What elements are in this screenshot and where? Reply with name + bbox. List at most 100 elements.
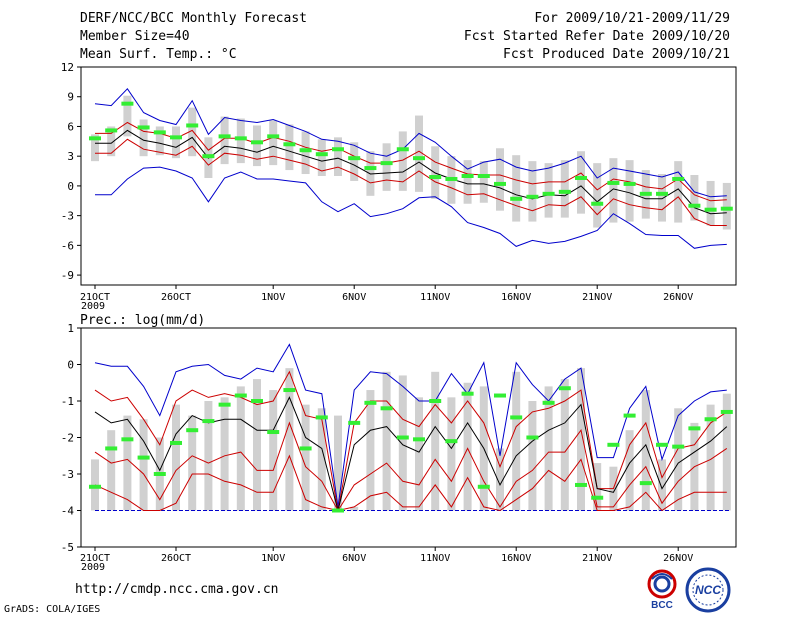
prec-observed-mark (607, 442, 620, 447)
temp-ytick-label: 9 (67, 91, 74, 104)
prec-spread-bar (625, 430, 634, 511)
prec-observed-mark (591, 495, 604, 500)
prec-spread-bar (301, 404, 310, 511)
prec-spread-bar (188, 415, 197, 511)
temp-spread-bar (301, 131, 310, 175)
prec-xtick-label: 21OCT (80, 553, 110, 564)
prec-spread-bar (123, 415, 132, 511)
chart-title: DERF/NCC/BCC Monthly Forecast (80, 11, 307, 26)
prec-observed-mark (153, 472, 166, 476)
svg-text:NCC: NCC (695, 583, 721, 597)
temp-max-line (94, 88, 727, 198)
temp-observed-mark (202, 154, 215, 159)
prec-ytick-label: -2 (61, 432, 74, 445)
temperature-panel-title: Mean Surf. Temp.: °C (80, 47, 237, 62)
prec-spread-bar (269, 390, 278, 511)
footer-url[interactable]: http://cmdp.ncc.cma.gov.cn (75, 582, 279, 597)
prec-observed-mark (202, 419, 215, 424)
prec-observed-mark (121, 437, 134, 442)
temp-spread-bar (690, 175, 699, 221)
prec-spread-bar (398, 375, 407, 511)
temp-ytick-label: 3 (67, 150, 74, 163)
forecast-period: For 2009/10/21-2009/11/29 (534, 11, 730, 26)
temp-spread-bar (544, 163, 553, 218)
prec-spread-bar (317, 408, 326, 511)
temp-spread-bar (625, 160, 634, 222)
temp-spread-bar (560, 160, 569, 218)
prec-observed-mark (251, 399, 263, 403)
prec-spread-bar (512, 371, 521, 511)
temp-observed-mark (623, 181, 636, 186)
temp-spread-bar (253, 125, 261, 167)
prec-spread-bar (253, 379, 261, 511)
fcst-started-date: Fcst Started Refer Date 2009/10/20 (463, 29, 730, 44)
prec-observed-mark (299, 446, 312, 451)
temp-observed-mark (348, 156, 361, 161)
prec-observed-mark (137, 455, 150, 460)
temp-observed-mark (445, 176, 458, 181)
temp-xtick-label: 11NOV (420, 292, 450, 303)
prec-ytick-label: 1 (67, 322, 74, 335)
temp-spread-bar (107, 126, 116, 157)
temp-observed-mark (461, 174, 474, 178)
prec-observed-mark (364, 400, 377, 405)
temp-xtick-label: 16NOV (501, 292, 531, 303)
temp-spread-bar (236, 118, 245, 164)
grads-credit: GrADS: COLA/IGES (4, 604, 101, 615)
prec-spread-bar (577, 368, 585, 511)
prec-spread-bar (366, 390, 375, 511)
prec-mean-line (94, 396, 728, 511)
temp-spread-bar (285, 124, 294, 171)
temp-observed-mark (299, 148, 312, 153)
temp-spread-bar (155, 126, 164, 156)
temp-lower-line (95, 138, 727, 226)
temp-spread-bar (123, 95, 132, 137)
temp-observed-mark (218, 134, 231, 139)
svg-text:BCC: BCC (651, 600, 673, 611)
prec-xtick-label: 21NOV (582, 553, 612, 564)
prec-observed-mark (575, 482, 587, 487)
prec-observed-mark (639, 481, 652, 486)
temp-observed-mark (283, 142, 296, 147)
prec-ytick-label: -1 (61, 395, 74, 408)
temp-observed-mark (170, 135, 182, 140)
prec-observed-mark (558, 386, 571, 391)
prec-spread-bar (528, 401, 537, 511)
temp-observed-mark (656, 191, 668, 196)
prec-observed-mark (267, 430, 280, 435)
prec-observed-mark (672, 444, 685, 449)
temp-observed-mark (267, 134, 280, 139)
prec-spread-bar (334, 415, 342, 511)
temp-observed-mark (186, 123, 199, 128)
temp-spread-bar (139, 119, 148, 157)
temp-observed-mark (153, 130, 166, 135)
prec-observed-mark (413, 437, 425, 442)
temp-observed-mark (558, 189, 571, 194)
temp-observed-mark (672, 176, 685, 181)
temp-upper-line (95, 121, 727, 202)
temp-xtick-label: 6NOV (342, 292, 366, 303)
prec-observed-mark (510, 415, 523, 420)
temp-ytick-label: -6 (61, 239, 74, 252)
prec-observed-mark (688, 426, 701, 431)
temp-spread-bar (350, 142, 359, 181)
temp-observed-mark (396, 147, 409, 152)
prec-spread-bar (382, 371, 391, 511)
temp-spread-bar (674, 161, 683, 223)
fcst-produced-date: Fcst Produced Date 2009/10/21 (503, 47, 730, 62)
temp-observed-mark (704, 207, 717, 212)
prec-min-line (94, 454, 727, 512)
prec-observed-mark (315, 415, 328, 420)
prec-spread-bar (204, 401, 213, 511)
prec-upper-line (94, 370, 728, 511)
prec-spread-bar (560, 379, 569, 511)
prec-observed-mark (396, 435, 409, 440)
temp-observed-mark (121, 101, 134, 106)
temp-xtick-label: 1NOV (261, 292, 285, 303)
temp-ytick-label: 0 (67, 180, 74, 193)
prec-ytick-label: -5 (61, 541, 74, 554)
prec-observed-mark (332, 508, 344, 513)
temp-xtick-label: 26NOV (663, 292, 693, 303)
prec-xtick-label: 6NOV (342, 553, 366, 564)
prec-observed-mark (234, 393, 247, 398)
